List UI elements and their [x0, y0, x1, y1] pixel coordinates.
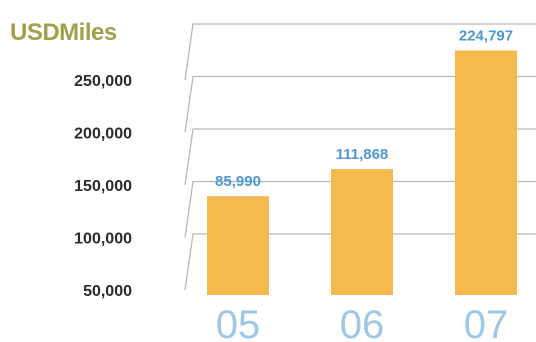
- y-tick-label: 200,000: [74, 126, 132, 143]
- gridline: [184, 180, 536, 238]
- y-tick-label: 50,000: [83, 283, 132, 300]
- data-label-06: 111,868: [336, 146, 389, 163]
- gridline: [184, 23, 536, 81]
- bars: [207, 50, 517, 295]
- x-tick-label-05: 05: [216, 303, 261, 342]
- bar-07: [455, 50, 517, 295]
- bar-05: [207, 196, 269, 295]
- x-tick-label-07: 07: [464, 303, 509, 342]
- y-tick-label: 250,000: [74, 73, 132, 90]
- y-axis-tick-labels: 50,000 100,000 150,000 200,000 250,000: [74, 73, 132, 300]
- bar-06: [331, 169, 393, 295]
- data-label-07: 224,797: [459, 27, 513, 44]
- data-label-05: 85,990: [215, 173, 261, 190]
- gridlines: [184, 23, 536, 291]
- gridline: [184, 233, 536, 291]
- x-axis-tick-labels: 05 06 07: [216, 303, 509, 342]
- y-tick-label: 100,000: [74, 231, 132, 248]
- gridline: [184, 75, 536, 133]
- y-tick-label: 150,000: [74, 178, 132, 195]
- data-labels: 85,990 111,868 224,797: [215, 27, 513, 190]
- gridline: [184, 128, 536, 186]
- chart-unit-title: USDMiles: [10, 19, 117, 46]
- x-tick-label-06: 06: [340, 303, 385, 342]
